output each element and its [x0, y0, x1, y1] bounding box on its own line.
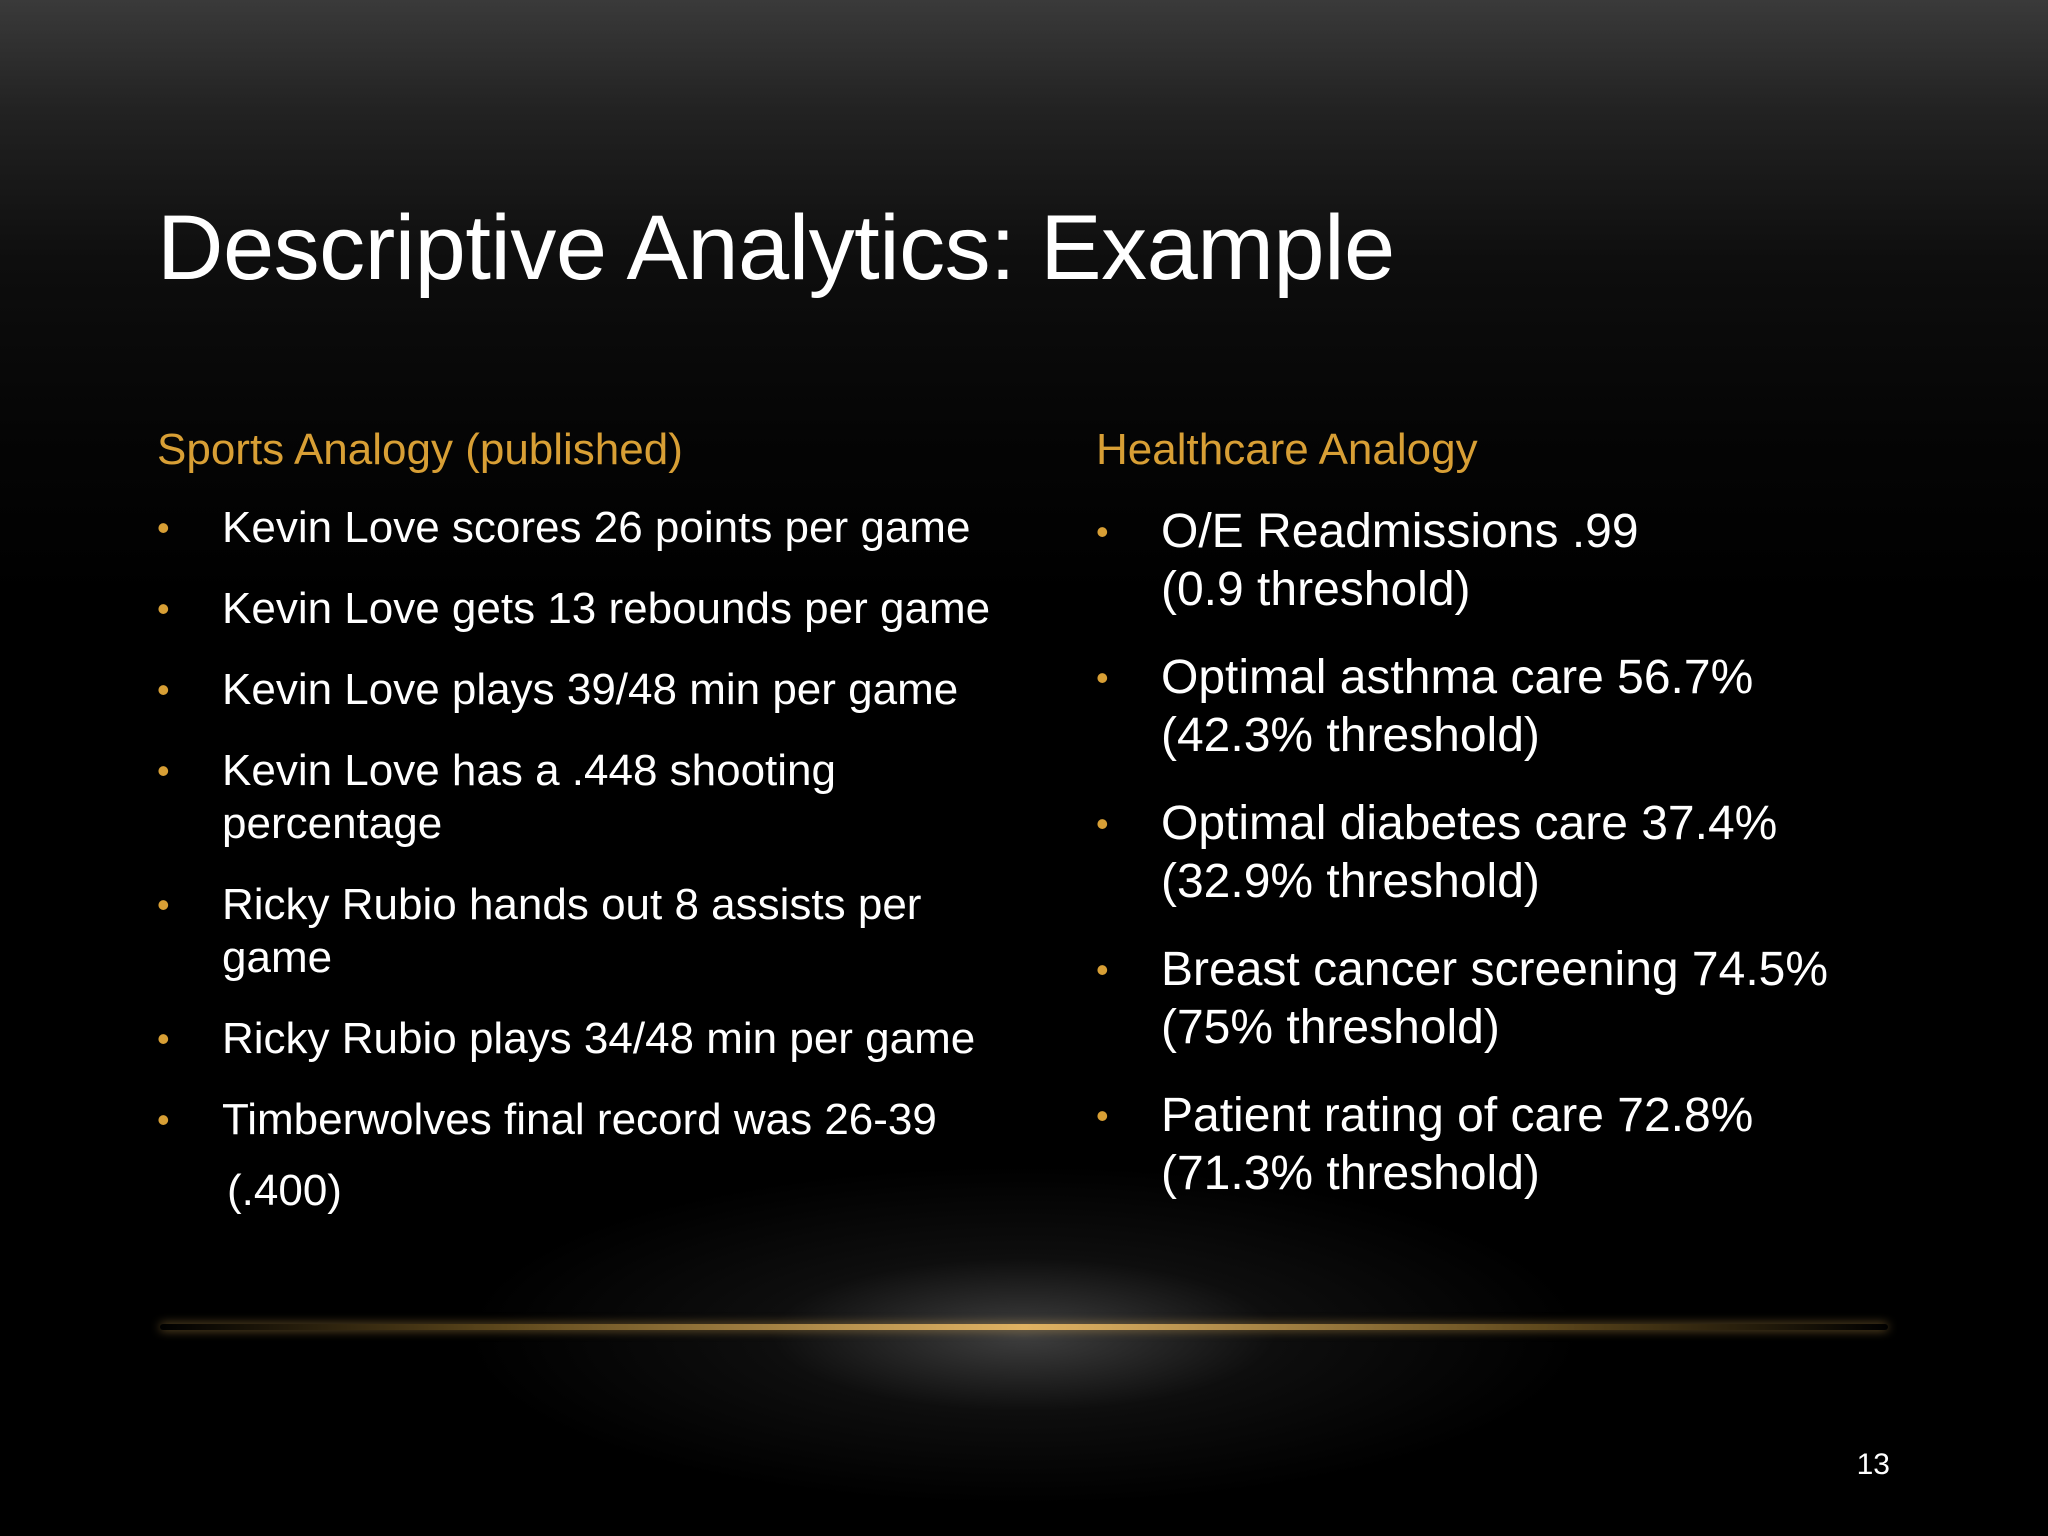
list-item-text: Ricky Rubio hands out 8 assists per: [222, 880, 922, 929]
list-item-text: (42.3% threshold): [1161, 709, 1540, 762]
healthcare-analogy-heading: Healthcare Analogy: [1096, 425, 1478, 474]
bullet-icon: •: [1096, 1095, 1109, 1136]
list-item: • Optimal diabetes care 37.4% (32.9% thres…: [1096, 795, 1996, 911]
bullet-icon: •: [1096, 949, 1109, 990]
list-item: • Ricky Rubio hands out 8 assists per game: [157, 878, 977, 984]
bullet-icon: •: [1096, 657, 1109, 698]
list-item: • Kevin Love gets 13 rebounds per game: [157, 582, 991, 635]
list-item: • Timberwolves final record was 26-39: [157, 1093, 977, 1146]
sports-analogy-column: Sports Analogy (published) • Kevin Love s…: [157, 421, 991, 1217]
list-item-text: Kevin Love has a .448 shooting: [222, 746, 837, 795]
bullet-icon: •: [157, 588, 170, 629]
page-number: 13: [1856, 1448, 1890, 1481]
bullet-icon: •: [157, 1099, 170, 1140]
list-item-text: percentage: [222, 799, 443, 848]
list-item: • Breast cancer screening 74.5% (75% thres…: [1096, 941, 1996, 1057]
healthcare-analogy-column: Healthcare Analogy • O/E Readmissions .99…: [1096, 421, 1996, 1233]
list-item: • Optimal asthma care 56.7% (42.3% thresho…: [1096, 649, 1996, 765]
record-percentage: (.400): [227, 1166, 342, 1215]
bullet-icon: •: [1096, 803, 1109, 844]
list-item-text: (75% threshold): [1161, 1001, 1500, 1054]
sports-analogy-heading: Sports Analogy (published): [157, 425, 683, 474]
list-item-text: Breast cancer screening 74.5%: [1161, 943, 1829, 996]
list-item: • Kevin Love has a .448 shooting percentag…: [157, 744, 977, 850]
list-item: • Ricky Rubio plays 34/48 min per game: [157, 1012, 977, 1065]
list-item-text: (32.9% threshold): [1161, 855, 1540, 908]
slide-title: Descriptive Analytics: Example: [157, 197, 1395, 299]
list-item-text: Kevin Love gets 13 rebounds per game: [222, 584, 991, 633]
list-item-text: Optimal diabetes care 37.4%: [1161, 797, 1778, 850]
list-item-text: Patient rating of care 72.8%: [1161, 1089, 1754, 1142]
list-item-text: game: [222, 933, 333, 982]
bullet-icon: •: [157, 884, 170, 925]
list-item-text: Kevin Love plays 39/48 min per game: [222, 665, 959, 714]
list-item-text: Timberwolves final record was 26-39: [222, 1095, 937, 1144]
list-item-text: (0.9 threshold): [1161, 563, 1471, 616]
bullet-icon: •: [157, 669, 170, 710]
healthcare-analogy-list: • O/E Readmissions .99 (0.9 threshold) • Opt…: [1096, 503, 1996, 1203]
bullet-icon: •: [157, 1018, 170, 1059]
list-item-text: Ricky Rubio plays 34/48 min per game: [222, 1014, 976, 1063]
sports-analogy-list: • Kevin Love scores 26 points per game • Ke…: [157, 501, 991, 1146]
list-item-text: Kevin Love scores 26 points per game: [222, 503, 971, 552]
bullet-icon: •: [157, 507, 170, 548]
bullet-icon: •: [157, 750, 170, 791]
list-item: • Patient rating of care 72.8% (71.3% thre…: [1096, 1087, 1996, 1203]
bullet-icon: •: [1096, 511, 1109, 552]
list-item-text: O/E Readmissions .99: [1161, 505, 1639, 558]
list-item-text: Optimal asthma care 56.7%: [1161, 651, 1754, 704]
list-item: • Kevin Love scores 26 points per game: [157, 501, 977, 554]
list-item: • O/E Readmissions .99 (0.9 threshold): [1096, 503, 1996, 619]
list-item: • Kevin Love plays 39/48 min per game: [157, 663, 977, 716]
decorative-glow-line: [160, 1324, 1888, 1330]
list-item-text: (71.3% threshold): [1161, 1147, 1540, 1200]
